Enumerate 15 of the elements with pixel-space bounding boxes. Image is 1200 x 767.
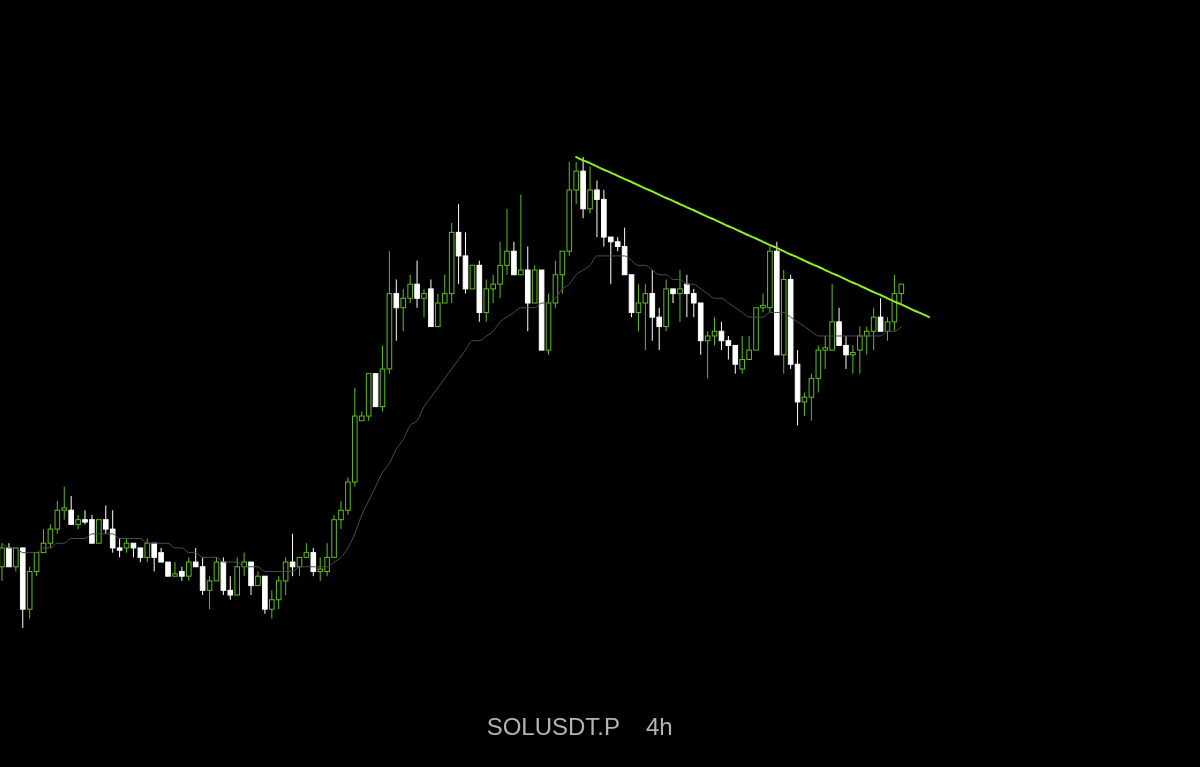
- candlestick: [75, 514, 81, 530]
- text: 4h: [646, 713, 673, 740]
- candlestick: [524, 245, 531, 332]
- candlestick: [0, 542, 5, 582]
- candlestick: [179, 566, 185, 582]
- candlestick: [780, 269, 787, 375]
- candlestick: [663, 278, 669, 332]
- candlestick: [580, 156, 586, 219]
- candlestick: [587, 165, 593, 215]
- text: SOLUSDT.P: [486, 713, 620, 740]
- candlestick: [414, 260, 420, 309]
- candlestick: [850, 344, 856, 375]
- candlestick: [677, 269, 683, 323]
- candlestick: [393, 278, 400, 342]
- candlestick: [421, 288, 427, 318]
